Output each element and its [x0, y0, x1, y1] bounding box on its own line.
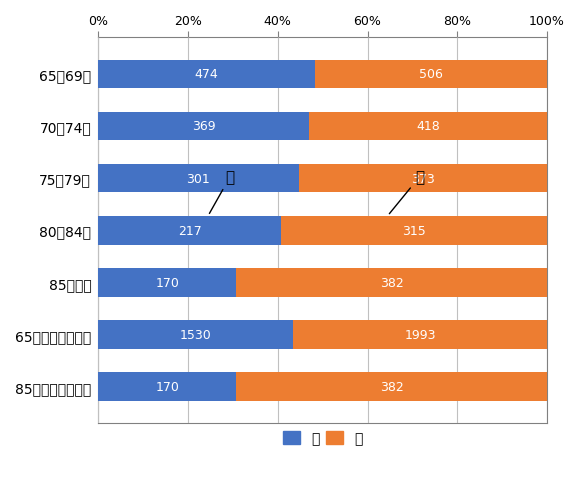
Text: 301: 301 — [187, 172, 211, 185]
Text: 217: 217 — [178, 224, 202, 237]
Bar — [98, 165, 299, 193]
Text: 474: 474 — [195, 68, 219, 81]
Text: 男: 男 — [209, 170, 234, 214]
Text: 382: 382 — [380, 276, 404, 289]
Text: 373: 373 — [411, 172, 435, 185]
Text: 170: 170 — [155, 380, 179, 393]
Bar — [281, 216, 547, 245]
Text: 女: 女 — [389, 170, 424, 214]
Bar — [237, 372, 547, 401]
Bar — [237, 269, 547, 297]
Bar — [98, 372, 237, 401]
Bar — [299, 165, 547, 193]
Text: 315: 315 — [403, 224, 426, 237]
Text: 170: 170 — [155, 276, 179, 289]
Text: 1530: 1530 — [180, 328, 212, 341]
Legend: 男, 女: 男, 女 — [277, 426, 368, 451]
Bar — [309, 112, 547, 141]
Text: 382: 382 — [380, 380, 404, 393]
Bar — [98, 112, 309, 141]
Text: 369: 369 — [191, 120, 215, 133]
Text: 506: 506 — [419, 68, 443, 81]
Bar — [293, 320, 547, 349]
Bar — [98, 216, 281, 245]
Text: 418: 418 — [416, 120, 440, 133]
Bar — [98, 320, 293, 349]
Bar — [316, 60, 547, 89]
Bar — [98, 269, 237, 297]
Bar — [98, 60, 316, 89]
Text: 1993: 1993 — [404, 328, 436, 341]
